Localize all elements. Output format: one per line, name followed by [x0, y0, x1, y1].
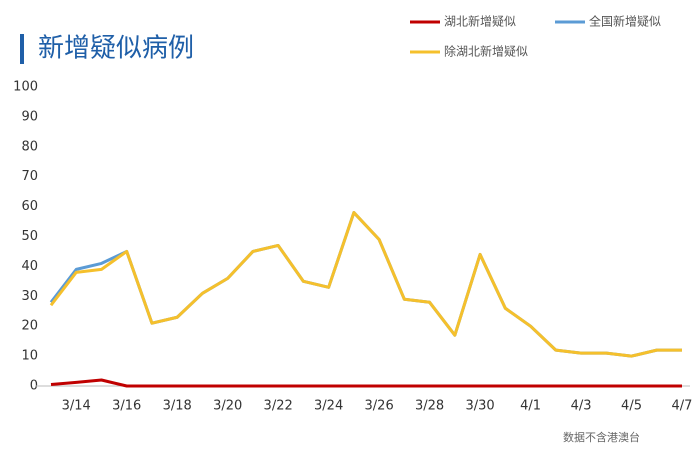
x-tick-label: 4/1 [520, 399, 541, 414]
chart-title: 新增疑似病例 [38, 34, 194, 64]
y-tick-label: 40 [21, 259, 38, 274]
x-tick-label: 3/22 [264, 399, 293, 414]
y-tick-label: 50 [21, 229, 38, 244]
x-tick-label: 3/26 [365, 399, 394, 414]
series-line [50, 378, 682, 388]
x-tick-label: 3/16 [112, 399, 141, 414]
y-tick-label: 10 [21, 349, 38, 364]
x-tick-label: 3/20 [213, 399, 242, 414]
y-tick-label: 0 [30, 379, 38, 394]
y-tick-label: 70 [21, 169, 38, 184]
x-tick-label: 3/14 [62, 399, 91, 414]
legend-label: 全国新增疑似 [589, 14, 661, 29]
x-tick-label: 4/5 [621, 399, 642, 414]
footnote: 数据不含港澳台 [563, 430, 640, 444]
x-tick-label: 4/3 [571, 399, 592, 414]
y-tick-label: 90 [21, 109, 38, 124]
series-line [49, 211, 682, 358]
y-tick-label: 30 [21, 289, 38, 304]
y-tick-label: 100 [13, 80, 38, 95]
x-tick-label: 3/30 [465, 399, 494, 414]
legend-label: 湖北新增疑似 [444, 14, 516, 29]
x-tick-label: 3/24 [314, 399, 343, 414]
x-tick-label: 3/18 [163, 399, 192, 414]
legend-label: 除湖北新增疑似 [444, 44, 528, 59]
x-tick-label: 3/28 [415, 399, 444, 414]
y-tick-label: 20 [21, 319, 38, 334]
y-tick-label: 80 [21, 139, 38, 154]
title-bar [20, 34, 24, 64]
y-tick-label: 60 [21, 199, 38, 214]
x-tick-label: 4/7 [672, 399, 693, 414]
